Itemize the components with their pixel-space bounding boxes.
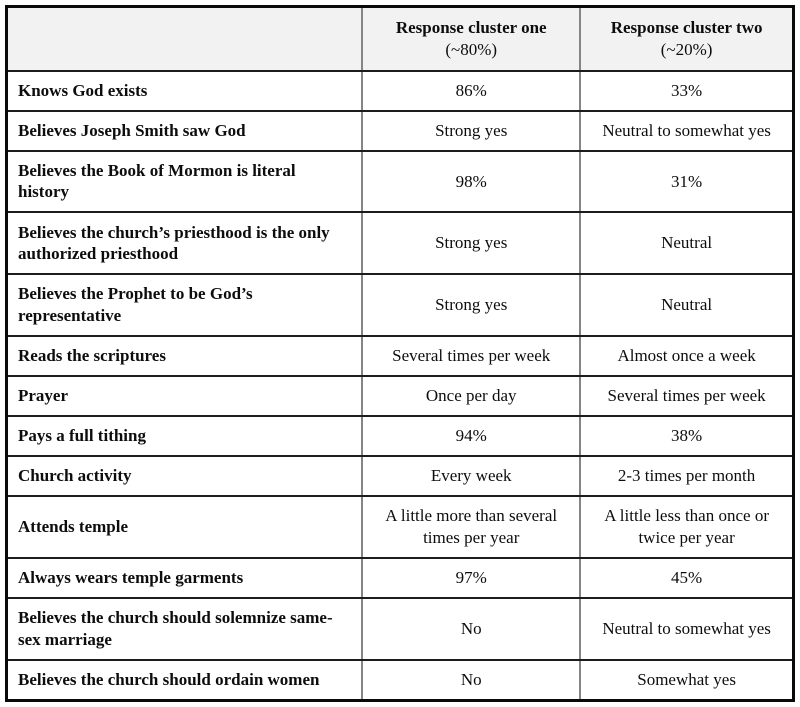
row-label: Church activity — [5, 455, 364, 498]
cluster-one-value: No — [361, 658, 582, 702]
corner-cell — [5, 5, 364, 72]
table-row: Attends temple A little more than severa… — [5, 495, 795, 560]
table-row: Believes the Book of Mormon is literal h… — [5, 149, 795, 214]
cluster-two-value: 45% — [579, 557, 795, 600]
row-label: Always wears temple garments — [5, 557, 364, 600]
table-row: Believes the church’s priesthood is the … — [5, 211, 795, 276]
cluster-one-value: Several times per week — [361, 335, 582, 378]
cluster-one-value: 94% — [361, 415, 582, 458]
cluster-two-value: 38% — [579, 415, 795, 458]
cluster-one-subtitle: (~80%) — [445, 39, 498, 59]
row-label: Prayer — [5, 375, 364, 418]
cluster-two-value: 2-3 times per month — [579, 455, 795, 498]
col-header-cluster-one: Response cluster one (~80%) — [361, 5, 582, 72]
survey-comparison-table: Response cluster one (~80%) Response clu… — [5, 5, 795, 702]
cluster-one-value: A little more than several times per yea… — [361, 495, 582, 560]
cluster-two-value: A little less than once or twice per yea… — [579, 495, 795, 560]
cluster-one-value: 86% — [361, 69, 582, 112]
table-row: Believes the church should solemnize sam… — [5, 597, 795, 661]
cluster-one-value: 97% — [361, 557, 582, 600]
table-row: Believes the Prophet to be God’s represe… — [5, 273, 795, 338]
header-row: Response cluster one (~80%) Response clu… — [5, 5, 795, 72]
cluster-one-value: Strong yes — [361, 109, 582, 152]
table-row: Prayer Once per day Several times per we… — [5, 375, 795, 418]
cluster-two-value: Somewhat yes — [579, 658, 795, 702]
table-row: Knows God exists 86% 33% — [5, 69, 795, 112]
cluster-one-value: Every week — [361, 455, 582, 498]
row-label: Attends temple — [5, 495, 364, 560]
cluster-one-value: 98% — [361, 149, 582, 214]
cluster-two-value: 31% — [579, 149, 795, 214]
table-row: Believes the church should ordain women … — [5, 658, 795, 702]
row-label: Believes Joseph Smith saw God — [5, 109, 364, 152]
cluster-two-title: Response cluster two — [610, 18, 763, 37]
col-header-cluster-two: Response cluster two (~20%) — [579, 5, 795, 72]
table-row: Reads the scriptures Several times per w… — [5, 335, 795, 378]
row-label: Believes the Book of Mormon is literal h… — [5, 149, 364, 214]
cluster-one-title: Response cluster one — [395, 18, 547, 37]
row-label: Believes the Prophet to be God’s represe… — [5, 273, 364, 338]
row-label: Believes the church should ordain women — [5, 658, 364, 702]
row-label: Believes the church’s priesthood is the … — [5, 211, 364, 276]
table-row: Believes Joseph Smith saw God Strong yes… — [5, 109, 795, 152]
row-label: Pays a full tithing — [5, 415, 364, 458]
cluster-two-subtitle: (~20%) — [660, 39, 713, 59]
row-label: Knows God exists — [5, 69, 364, 112]
cluster-two-value: Neutral — [579, 211, 795, 276]
cluster-two-value: Almost once a week — [579, 335, 795, 378]
cluster-one-value: Strong yes — [361, 211, 582, 276]
table-body: Knows God exists 86% 33% Believes Joseph… — [5, 69, 795, 702]
row-label: Reads the scriptures — [5, 335, 364, 378]
cluster-two-value: Several times per week — [579, 375, 795, 418]
cluster-two-value: Neutral to somewhat yes — [579, 597, 795, 661]
cluster-two-value: 33% — [579, 69, 795, 112]
row-label: Believes the church should solemnize sam… — [5, 597, 364, 661]
table-row: Pays a full tithing 94% 38% — [5, 415, 795, 458]
cluster-one-value: No — [361, 597, 582, 661]
table-row: Church activity Every week 2-3 times per… — [5, 455, 795, 498]
cluster-one-value: Strong yes — [361, 273, 582, 338]
cluster-two-value: Neutral — [579, 273, 795, 338]
cluster-two-value: Neutral to somewhat yes — [579, 109, 795, 152]
table-row: Always wears temple garments 97% 45% — [5, 557, 795, 600]
cluster-one-value: Once per day — [361, 375, 582, 418]
